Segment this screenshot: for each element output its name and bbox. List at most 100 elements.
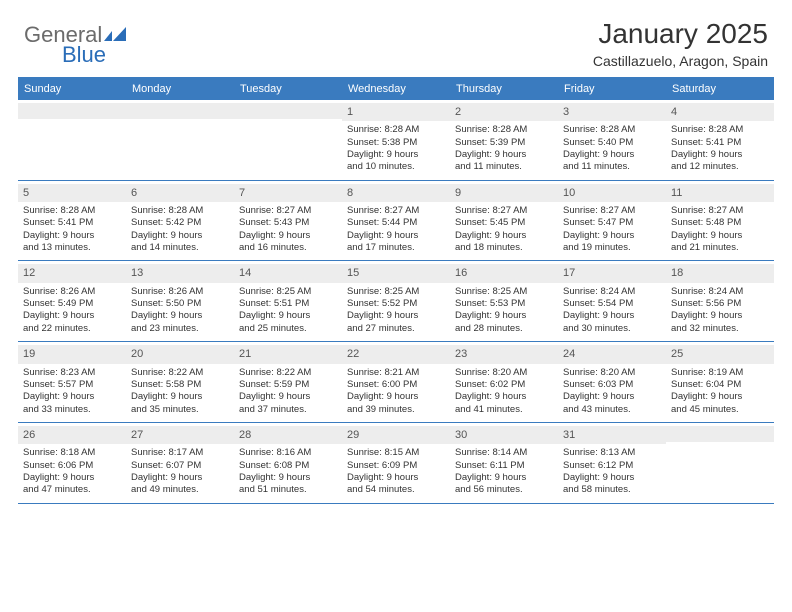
day-number: 8 <box>347 187 353 199</box>
daylight-line1: Daylight: 9 hours <box>671 391 769 403</box>
daylight-line1: Daylight: 9 hours <box>23 310 121 322</box>
day-number: 23 <box>455 348 467 360</box>
day-number: 6 <box>131 187 137 199</box>
daylight-line1: Daylight: 9 hours <box>455 230 553 242</box>
day-number: 18 <box>671 267 683 279</box>
daylight-line2: and 43 minutes. <box>563 404 661 416</box>
sunset-text: Sunset: 6:04 PM <box>671 379 769 391</box>
daylight-line1: Daylight: 9 hours <box>23 391 121 403</box>
day-number: 9 <box>455 187 461 199</box>
brand-part2: Blue <box>62 42 106 68</box>
day-cell-28: 28Sunrise: 8:16 AMSunset: 6:08 PMDayligh… <box>234 423 342 503</box>
daynum-row: 30 <box>450 426 558 444</box>
daylight-line2: and 45 minutes. <box>671 404 769 416</box>
location-text: Castillazuelo, Aragon, Spain <box>593 53 768 69</box>
day-number: 16 <box>455 267 467 279</box>
daylight-line2: and 25 minutes. <box>239 323 337 335</box>
sunset-text: Sunset: 5:58 PM <box>131 379 229 391</box>
daynum-row: 2 <box>450 103 558 121</box>
sunrise-text: Sunrise: 8:27 AM <box>455 205 553 217</box>
dow-sunday: Sunday <box>18 78 126 100</box>
daynum-row: 18 <box>666 264 774 282</box>
sunset-text: Sunset: 5:41 PM <box>671 137 769 149</box>
daynum-row: 11 <box>666 184 774 202</box>
daylight-line2: and 17 minutes. <box>347 242 445 254</box>
day-cell-15: 15Sunrise: 8:25 AMSunset: 5:52 PMDayligh… <box>342 261 450 341</box>
day-cell-19: 19Sunrise: 8:23 AMSunset: 5:57 PMDayligh… <box>18 342 126 422</box>
daynum-row <box>126 103 234 119</box>
day-number: 11 <box>671 187 682 199</box>
day-number: 17 <box>563 267 575 279</box>
sunrise-text: Sunrise: 8:17 AM <box>131 447 229 459</box>
day-number: 26 <box>23 429 35 441</box>
sunset-text: Sunset: 5:49 PM <box>23 298 121 310</box>
sunrise-text: Sunrise: 8:22 AM <box>239 367 337 379</box>
day-cell-6: 6Sunrise: 8:28 AMSunset: 5:42 PMDaylight… <box>126 181 234 261</box>
day-number: 31 <box>563 429 575 441</box>
daylight-line1: Daylight: 9 hours <box>563 230 661 242</box>
daylight-line1: Daylight: 9 hours <box>23 472 121 484</box>
daylight-line1: Daylight: 9 hours <box>563 149 661 161</box>
daylight-line2: and 16 minutes. <box>239 242 337 254</box>
sunrise-text: Sunrise: 8:14 AM <box>455 447 553 459</box>
daylight-line2: and 13 minutes. <box>23 242 121 254</box>
sunrise-text: Sunrise: 8:20 AM <box>455 367 553 379</box>
day-cell-11: 11Sunrise: 8:27 AMSunset: 5:48 PMDayligh… <box>666 181 774 261</box>
daynum-row: 27 <box>126 426 234 444</box>
daylight-line2: and 47 minutes. <box>23 484 121 496</box>
day-number: 30 <box>455 429 467 441</box>
daylight-line2: and 28 minutes. <box>455 323 553 335</box>
day-cell-30: 30Sunrise: 8:14 AMSunset: 6:11 PMDayligh… <box>450 423 558 503</box>
daylight-line1: Daylight: 9 hours <box>455 391 553 403</box>
daylight-line2: and 32 minutes. <box>671 323 769 335</box>
daylight-line1: Daylight: 9 hours <box>347 149 445 161</box>
day-cell-21: 21Sunrise: 8:22 AMSunset: 5:59 PMDayligh… <box>234 342 342 422</box>
week-row: 19Sunrise: 8:23 AMSunset: 5:57 PMDayligh… <box>18 342 774 423</box>
daylight-line1: Daylight: 9 hours <box>347 472 445 484</box>
sunset-text: Sunset: 5:50 PM <box>131 298 229 310</box>
day-number: 24 <box>563 348 575 360</box>
week-row: 26Sunrise: 8:18 AMSunset: 6:06 PMDayligh… <box>18 423 774 504</box>
sunset-text: Sunset: 6:00 PM <box>347 379 445 391</box>
week-row: 5Sunrise: 8:28 AMSunset: 5:41 PMDaylight… <box>18 181 774 262</box>
daylight-line2: and 27 minutes. <box>347 323 445 335</box>
daylight-line1: Daylight: 9 hours <box>671 230 769 242</box>
sunset-text: Sunset: 5:44 PM <box>347 217 445 229</box>
sunrise-text: Sunrise: 8:21 AM <box>347 367 445 379</box>
daynum-row: 31 <box>558 426 666 444</box>
sunset-text: Sunset: 6:11 PM <box>455 460 553 472</box>
sunrise-text: Sunrise: 8:13 AM <box>563 447 661 459</box>
dow-saturday: Saturday <box>666 78 774 100</box>
daylight-line1: Daylight: 9 hours <box>671 149 769 161</box>
daylight-line1: Daylight: 9 hours <box>239 310 337 322</box>
dow-friday: Friday <box>558 78 666 100</box>
week-row: 1Sunrise: 8:28 AMSunset: 5:38 PMDaylight… <box>18 100 774 181</box>
day-cell-23: 23Sunrise: 8:20 AMSunset: 6:02 PMDayligh… <box>450 342 558 422</box>
daynum-row: 1 <box>342 103 450 121</box>
day-number: 1 <box>347 106 353 118</box>
sunrise-text: Sunrise: 8:28 AM <box>671 124 769 136</box>
daylight-line1: Daylight: 9 hours <box>239 230 337 242</box>
week-row: 12Sunrise: 8:26 AMSunset: 5:49 PMDayligh… <box>18 261 774 342</box>
daynum-row: 14 <box>234 264 342 282</box>
day-number: 28 <box>239 429 251 441</box>
daylight-line1: Daylight: 9 hours <box>347 310 445 322</box>
day-cell-25: 25Sunrise: 8:19 AMSunset: 6:04 PMDayligh… <box>666 342 774 422</box>
sunrise-text: Sunrise: 8:27 AM <box>671 205 769 217</box>
daynum-row: 5 <box>18 184 126 202</box>
daynum-row: 23 <box>450 345 558 363</box>
daylight-line2: and 35 minutes. <box>131 404 229 416</box>
sunrise-text: Sunrise: 8:28 AM <box>455 124 553 136</box>
day-cell-27: 27Sunrise: 8:17 AMSunset: 6:07 PMDayligh… <box>126 423 234 503</box>
sunrise-text: Sunrise: 8:25 AM <box>239 286 337 298</box>
day-number: 10 <box>563 187 575 199</box>
daylight-line2: and 19 minutes. <box>563 242 661 254</box>
day-number: 2 <box>455 106 461 118</box>
day-cell-22: 22Sunrise: 8:21 AMSunset: 6:00 PMDayligh… <box>342 342 450 422</box>
sunrise-text: Sunrise: 8:25 AM <box>347 286 445 298</box>
day-cell-13: 13Sunrise: 8:26 AMSunset: 5:50 PMDayligh… <box>126 261 234 341</box>
sunset-text: Sunset: 6:09 PM <box>347 460 445 472</box>
daynum-row: 25 <box>666 345 774 363</box>
empty-cell <box>234 100 342 180</box>
sunset-text: Sunset: 6:03 PM <box>563 379 661 391</box>
